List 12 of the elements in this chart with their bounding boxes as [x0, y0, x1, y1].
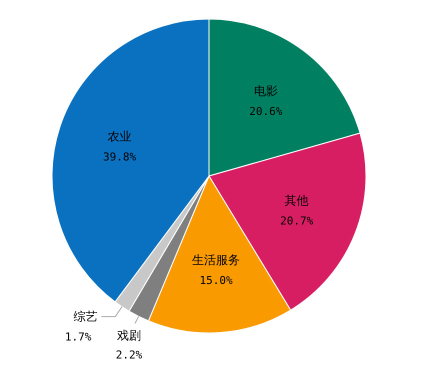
slice-label: 综艺	[73, 310, 98, 324]
slice-label: 其他	[284, 193, 309, 208]
data-label: 2.2%	[116, 348, 143, 362]
slice-label: 生活服务	[192, 252, 240, 267]
data-label: 15.0%	[200, 274, 234, 287]
slice-label: 农业	[108, 129, 132, 144]
data-label: 1.7%	[64, 330, 92, 344]
data-label: 39.8%	[103, 150, 137, 164]
slice-label: 电影	[254, 84, 278, 98]
slice-label: 戏剧	[117, 328, 142, 342]
data-label: 20.7%	[280, 214, 314, 228]
data-label: 20.6%	[249, 104, 283, 118]
